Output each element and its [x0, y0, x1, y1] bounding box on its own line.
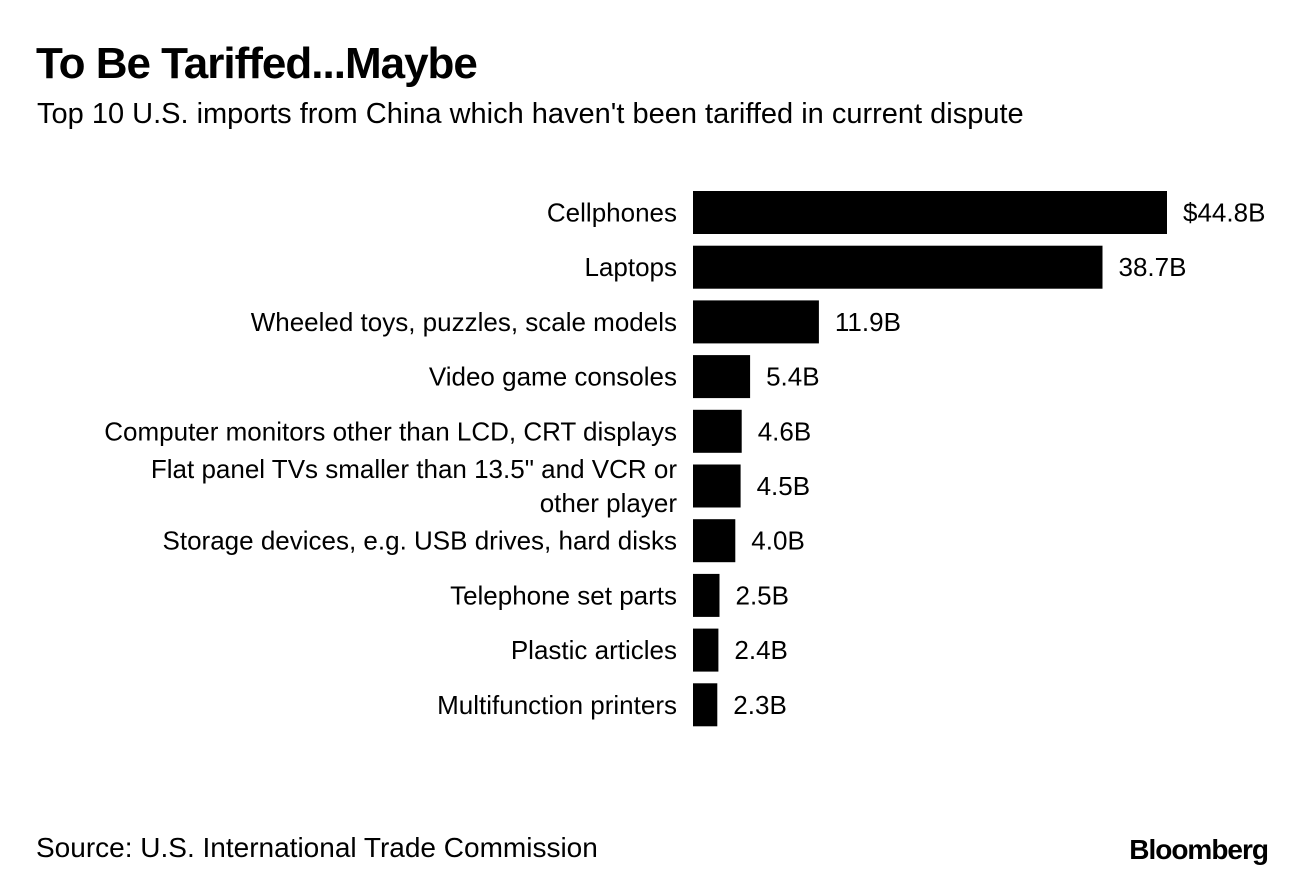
value-label: 2.4B — [734, 635, 788, 665]
value-label: 4.6B — [758, 416, 812, 446]
category-label-line: Storage devices, e.g. USB drives, hard d… — [163, 526, 677, 556]
category-label: Flat panel TVs smaller than 13.5" and VC… — [151, 454, 677, 518]
category-label: Telephone set parts — [450, 580, 677, 610]
category-label: Laptops — [584, 252, 677, 282]
bar — [693, 683, 718, 727]
value-label: 38.7B — [1119, 252, 1187, 282]
category-label: Video game consoles — [429, 362, 677, 392]
category-label: Storage devices, e.g. USB drives, hard d… — [163, 526, 677, 556]
value-label: $44.8B — [1183, 198, 1265, 228]
bar — [693, 573, 720, 617]
chart-title: To Be Tariffed...Maybe — [36, 39, 478, 88]
category-label-line: Flat panel TVs smaller than 13.5" and VC… — [151, 454, 677, 484]
bar — [693, 628, 719, 672]
bloomberg-logo: Bloomberg — [1129, 834, 1269, 865]
category-label: Multifunction printers — [437, 690, 677, 720]
bar — [693, 355, 751, 399]
value-label: 4.0B — [751, 526, 805, 556]
category-label: Plastic articles — [511, 635, 677, 665]
chart-subtitle: Top 10 U.S. imports from China which hav… — [37, 98, 1024, 130]
category-label-line: Cellphones — [547, 198, 677, 228]
value-label: 5.4B — [766, 362, 820, 392]
category-label-line: Video game consoles — [429, 362, 677, 392]
category-label-line: other player — [540, 488, 678, 518]
source-note: Source: U.S. International Trade Commiss… — [36, 832, 598, 863]
category-label-line: Laptops — [584, 252, 677, 282]
bar — [693, 191, 1167, 234]
category-label: Cellphones — [547, 198, 677, 228]
bar — [693, 464, 741, 508]
value-label: 2.5B — [736, 580, 790, 610]
bar — [693, 245, 1103, 289]
category-label: Computer monitors other than LCD, CRT di… — [104, 416, 677, 446]
value-label: 11.9B — [835, 307, 901, 337]
bar — [693, 409, 742, 453]
category-label-line: Wheeled toys, puzzles, scale models — [251, 307, 677, 337]
category-label-line: Computer monitors other than LCD, CRT di… — [104, 416, 677, 446]
category-label-line: Multifunction printers — [437, 690, 677, 720]
bar — [693, 300, 819, 344]
value-label: 4.5B — [757, 471, 811, 501]
value-label: 2.3B — [733, 690, 787, 720]
category-label-line: Plastic articles — [511, 635, 677, 665]
bar — [693, 519, 736, 563]
category-label: Wheeled toys, puzzles, scale models — [251, 307, 677, 337]
category-label-line: Telephone set parts — [450, 580, 677, 610]
